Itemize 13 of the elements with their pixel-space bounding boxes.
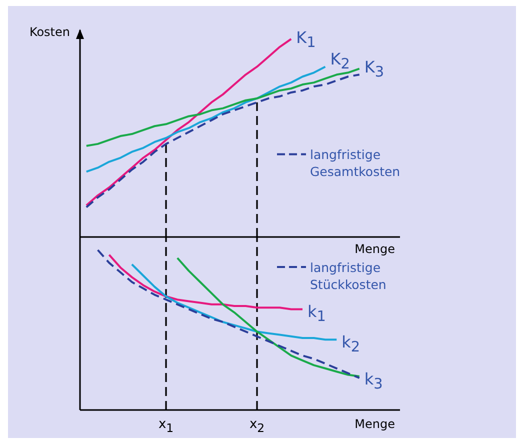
x-tick-label: x$_{2}$ <box>249 417 265 435</box>
legend-label: langfristige Stückkosten <box>310 260 386 292</box>
series-label: K$_{2}$ <box>330 50 350 73</box>
series-label: K$_{3}$ <box>364 58 384 81</box>
x-tick-label: x$_{1}$ <box>158 417 174 435</box>
x-axis-title: Menge <box>354 242 395 256</box>
series-label: k$_{2}$ <box>342 332 360 356</box>
series-label: k$_{1}$ <box>308 302 326 326</box>
series-label: k$_{3}$ <box>364 369 383 393</box>
legend-label: langfristige Gesamtkosten <box>310 147 400 180</box>
y-axis-title: Kosten <box>29 25 70 39</box>
x-axis-title: Menge <box>354 417 395 431</box>
series-label: K$_{1}$ <box>296 28 316 52</box>
